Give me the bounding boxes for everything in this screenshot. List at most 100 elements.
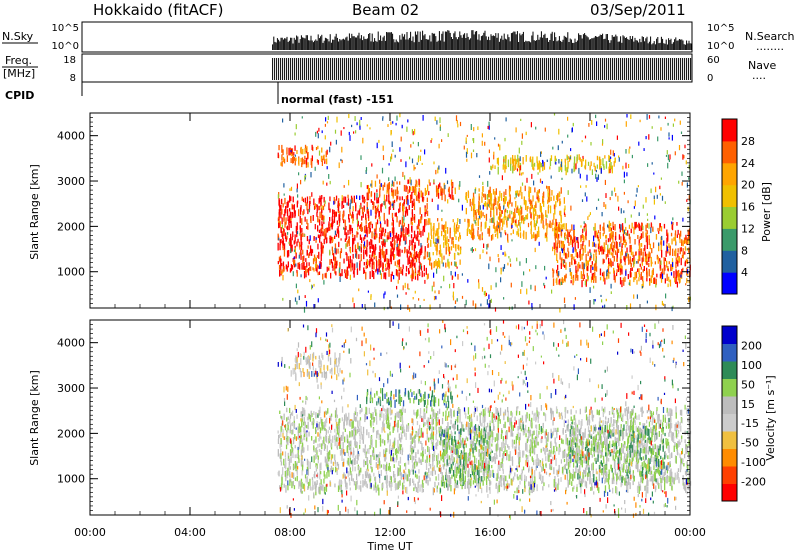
heatmap-cell <box>663 240 665 246</box>
heatmap-cell <box>306 203 308 211</box>
heatmap-cell <box>424 149 426 155</box>
heatmap-cell <box>456 221 458 226</box>
heatmap-cell <box>382 244 384 248</box>
heatmap-cell <box>537 172 539 175</box>
heatmap-cell <box>447 260 449 267</box>
heatmap-cell <box>411 257 414 262</box>
heatmap-cell <box>443 235 445 241</box>
heatmap-cell <box>619 243 621 247</box>
heatmap-cell <box>577 237 579 243</box>
heatmap-cell <box>363 249 365 254</box>
heatmap-cell <box>443 242 445 248</box>
heatmap-cell <box>354 426 356 432</box>
heatmap-cell <box>437 228 439 235</box>
heatmap-cell <box>334 428 336 433</box>
heatmap-cell <box>401 216 403 224</box>
heatmap-cell <box>386 485 388 493</box>
heatmap-cell <box>419 219 421 224</box>
heatmap-cell <box>376 260 378 265</box>
heatmap-cell <box>396 285 398 290</box>
heatmap-cell <box>537 226 540 233</box>
heatmap-cell <box>391 183 393 187</box>
heatmap-cell <box>555 240 557 249</box>
heatmap-cell <box>332 265 334 271</box>
heatmap-cell <box>340 158 342 162</box>
heatmap-cell <box>309 279 311 283</box>
heatmap-cell <box>507 203 510 209</box>
heatmap-cell <box>520 205 522 209</box>
heatmap-cell <box>514 208 516 215</box>
heatmap-cell <box>458 244 460 251</box>
heatmap-cell <box>605 254 607 260</box>
heatmap-cell <box>299 226 302 233</box>
heatmap-cell <box>667 122 669 126</box>
heatmap-cell <box>680 274 682 278</box>
heatmap-cell <box>340 486 342 491</box>
heatmap-cell <box>399 248 401 257</box>
heatmap-cell <box>345 232 347 240</box>
heatmap-cell <box>527 455 529 460</box>
heatmap-cell <box>391 251 393 257</box>
heatmap-cell <box>315 236 317 243</box>
heatmap-cell <box>349 255 351 264</box>
heatmap-cell <box>676 234 678 238</box>
heatmap-cell <box>597 236 599 242</box>
heatmap-cell <box>322 246 324 254</box>
heatmap-cell <box>348 218 350 223</box>
heatmap-cell <box>619 227 621 233</box>
heatmap-cell <box>369 228 371 233</box>
heatmap-cell <box>482 185 484 192</box>
heatmap-cell <box>426 237 429 243</box>
heatmap-cell <box>668 261 670 265</box>
heatmap-cell <box>348 259 350 268</box>
heatmap-cell <box>473 203 475 209</box>
heatmap-cell <box>617 248 620 253</box>
heatmap-cell <box>329 259 331 266</box>
heatmap-cell <box>278 212 280 219</box>
heatmap-cell <box>411 239 413 246</box>
heatmap-cell <box>416 180 418 187</box>
heatmap-cell <box>360 225 362 231</box>
heatmap-cell <box>603 431 605 438</box>
heatmap-cell <box>411 221 413 226</box>
heatmap-cell <box>433 296 436 301</box>
heatmap-cell <box>425 463 428 470</box>
heatmap-cell <box>435 418 437 427</box>
heatmap-cell <box>482 409 484 417</box>
heatmap-cell <box>375 212 377 218</box>
heatmap-cell <box>375 255 377 261</box>
heatmap-cell <box>594 230 596 238</box>
heatmap-cell <box>324 273 326 278</box>
heatmap-cell <box>627 418 629 426</box>
heatmap-cell <box>628 282 630 285</box>
heatmap-cell <box>585 224 587 231</box>
heatmap-cell <box>687 206 689 212</box>
heatmap-cell <box>411 455 413 463</box>
heatmap-cell <box>403 476 405 484</box>
heatmap-cell <box>345 243 347 249</box>
heatmap-cell <box>367 463 369 470</box>
heatmap-cell <box>318 229 321 233</box>
heatmap-cell <box>656 254 658 260</box>
heatmap-cell <box>378 264 380 273</box>
heatmap-cell <box>358 453 360 457</box>
heatmap-cell <box>579 264 581 269</box>
heatmap-cell <box>303 435 305 441</box>
heatmap-cell <box>509 213 511 219</box>
heatmap-cell <box>556 222 558 226</box>
heatmap-cell <box>506 455 508 461</box>
heatmap-cell <box>343 127 345 130</box>
heatmap-cell <box>521 133 523 139</box>
heatmap-cell <box>402 406 404 413</box>
heatmap-cell <box>362 212 364 218</box>
heatmap-cell <box>403 484 405 490</box>
heatmap-cell <box>451 465 453 471</box>
heatmap-cell <box>467 470 469 478</box>
heatmap-cell <box>303 159 305 165</box>
heatmap-cell <box>377 429 379 435</box>
heatmap-cell <box>360 202 362 209</box>
heatmap-cell <box>547 191 549 198</box>
heatmap-cell <box>505 156 507 162</box>
heatmap-cell <box>371 231 373 239</box>
heatmap-cell <box>308 204 311 211</box>
